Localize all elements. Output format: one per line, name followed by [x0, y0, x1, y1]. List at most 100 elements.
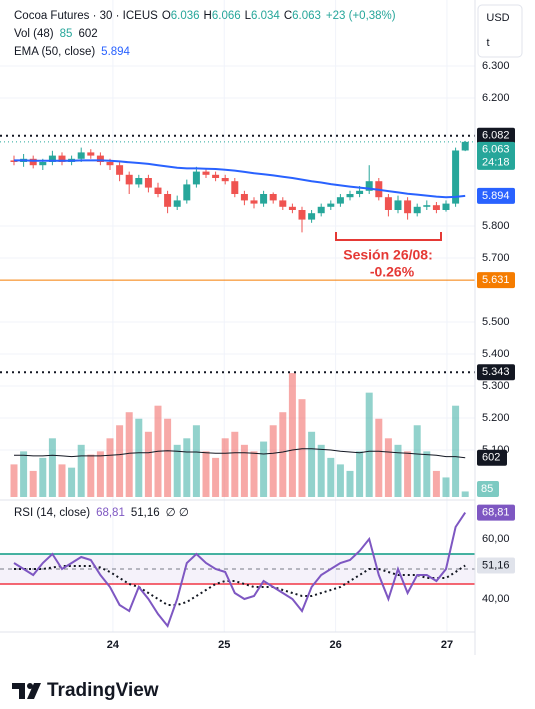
y-tick-label: 5.800: [482, 220, 510, 232]
ohlc-value: 6.066: [212, 10, 241, 22]
currency-button[interactable]: [477, 4, 523, 58]
candle-body: [356, 190, 364, 194]
ohlc-label: O: [162, 10, 171, 22]
y-tick-label: 5.300: [482, 380, 510, 392]
volume-bar: [106, 438, 114, 497]
volume-bar: [77, 444, 85, 497]
volume-bar: [164, 418, 172, 497]
volume-bar: [356, 451, 364, 497]
ohlc-value: 6.036: [171, 10, 200, 22]
volume-bar: [336, 464, 344, 497]
volume-bar: [432, 470, 440, 497]
candle-body: [269, 194, 277, 201]
candle-body: [77, 152, 85, 159]
candle-body: [231, 181, 239, 194]
candle-body: [452, 150, 460, 204]
currency: USD: [486, 12, 509, 24]
volume-bar: [68, 467, 76, 497]
candle-body: [87, 152, 95, 156]
candle-body: [39, 162, 47, 166]
ema-value: 5.894: [101, 46, 130, 58]
candle-body: [461, 141, 469, 151]
volume-bar: [298, 399, 306, 497]
currency-unit: t: [486, 37, 489, 49]
rsi-line: [13, 512, 467, 629]
candle-body: [144, 178, 152, 188]
volume-bar: [144, 431, 152, 497]
change: +23 (+0,38%): [326, 10, 396, 22]
volume-bar: [413, 425, 421, 497]
price-line-label-box: [477, 127, 515, 144]
candle-body: [221, 178, 229, 182]
candle-body: [336, 197, 344, 204]
candle-body: [250, 200, 258, 204]
candle-body: [442, 203, 450, 210]
candle-body: [327, 203, 335, 207]
price-line-label-box: [477, 364, 515, 381]
volume-ma-box: [477, 449, 507, 466]
volume-bar: [375, 418, 383, 497]
rsi-extra: ∅ ∅: [166, 507, 189, 519]
countdown: 24:18: [482, 157, 510, 169]
logo: [12, 683, 41, 699]
rsi-value-box: [477, 504, 515, 521]
ohlc-value: 6.063: [292, 10, 321, 22]
price-line-label: 6.082: [482, 130, 510, 142]
candle-body: [29, 158, 37, 166]
ohlc-label: L: [245, 10, 252, 22]
rsi-tick-label: 40,00: [482, 593, 510, 605]
ohlc-label: C: [284, 10, 292, 22]
volume-bar: [135, 418, 143, 497]
volume-ma-line: [14, 448, 466, 459]
last-price-box: [477, 141, 515, 170]
candle-body: [240, 194, 248, 201]
volume-bar: [192, 425, 200, 497]
rsi-legend: RSI (14, close) 68,81 51,16 ∅ ∅: [14, 507, 189, 519]
ema-value-label: 5.894: [482, 190, 510, 202]
volume-last-label: 85: [481, 483, 493, 495]
y-tick-label: 5.200: [482, 412, 510, 424]
candle-body: [106, 162, 114, 166]
y-tick-label: 5.400: [482, 348, 510, 360]
volume-bar: [58, 464, 66, 497]
volume-bar: [39, 457, 47, 497]
last-price-label: 6.063: [482, 144, 510, 156]
ema-name: EMA (50, close): [14, 46, 95, 58]
price-line-label: 5.343: [482, 366, 510, 378]
annotation-text: Sesión 26/08:: [343, 247, 433, 263]
volume-bar: [279, 412, 287, 497]
ohlc-label: H: [204, 10, 212, 22]
ema-line: [14, 159, 466, 199]
candle-body: [164, 194, 172, 207]
candle-body: [135, 178, 143, 185]
candle-body: [288, 206, 296, 210]
candle-body: [58, 155, 66, 162]
volume-bar: [173, 444, 181, 497]
ohlc-value: 6.034: [251, 10, 280, 22]
candle-body: [125, 174, 133, 185]
volume-bar: [231, 431, 239, 497]
volume-bar: [269, 425, 277, 497]
candle-body: [308, 213, 316, 220]
candle-body: [384, 197, 392, 210]
candle-body: [423, 205, 431, 207]
volume-bar: [183, 438, 191, 497]
volume-legend: Vol (48) 85 602: [14, 28, 98, 40]
y-tick-label: 5.500: [482, 316, 510, 328]
candle-body: [317, 206, 325, 214]
volume-bar: [10, 464, 18, 497]
volume-ma: 602: [78, 28, 97, 40]
candle-body: [260, 194, 268, 204]
volume-bar: [442, 477, 450, 497]
title: Cocoa Futures · 30 · ICEUS: [14, 10, 158, 22]
volume-bar: [461, 491, 469, 497]
x-tick-label: 27: [441, 639, 453, 651]
volume-bar: [96, 451, 104, 497]
volume-bar: [346, 470, 354, 497]
price-line-label-box: [477, 272, 515, 289]
volume-bar: [452, 405, 460, 497]
volume-bar: [260, 441, 268, 497]
rsi-value: 68,81: [96, 507, 125, 519]
volume-bar: [327, 457, 335, 497]
volume-bar: [308, 431, 316, 497]
